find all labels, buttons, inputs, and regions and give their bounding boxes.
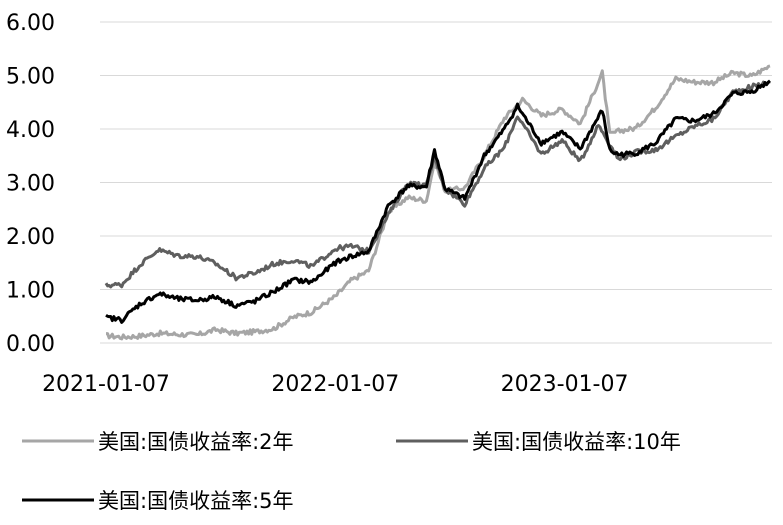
series-line-2 [105,79,771,324]
gridlines [100,21,772,344]
series-lines [104,64,771,341]
legend-label: 美国:国债收益率:10年 [472,430,681,454]
y-tick-label: 0.00 [6,332,55,357]
y-axis-ticks: 0.00 1.00 2.00 3.00 4.00 5.00 6.00 [6,11,55,357]
y-tick-label: 6.00 [6,11,55,36]
y-tick-label: 4.00 [6,118,55,143]
legend-label: 美国:国债收益率:2年 [98,430,294,454]
y-tick-label: 3.00 [6,172,55,197]
x-tick-label: 2022-01-07 [271,372,399,397]
y-tick-label: 2.00 [6,225,55,250]
x-axis-ticks: 2021-01-07 2022-01-07 2023-01-07 [42,372,628,397]
legend-label: 美国:国债收益率:5年 [98,489,294,513]
y-tick-label: 1.00 [6,279,55,304]
x-tick-label: 2023-01-07 [501,372,629,397]
y-tick-label: 5.00 [6,65,55,90]
series-line-1 [104,80,771,289]
x-tick-label: 2021-01-07 [42,372,170,397]
